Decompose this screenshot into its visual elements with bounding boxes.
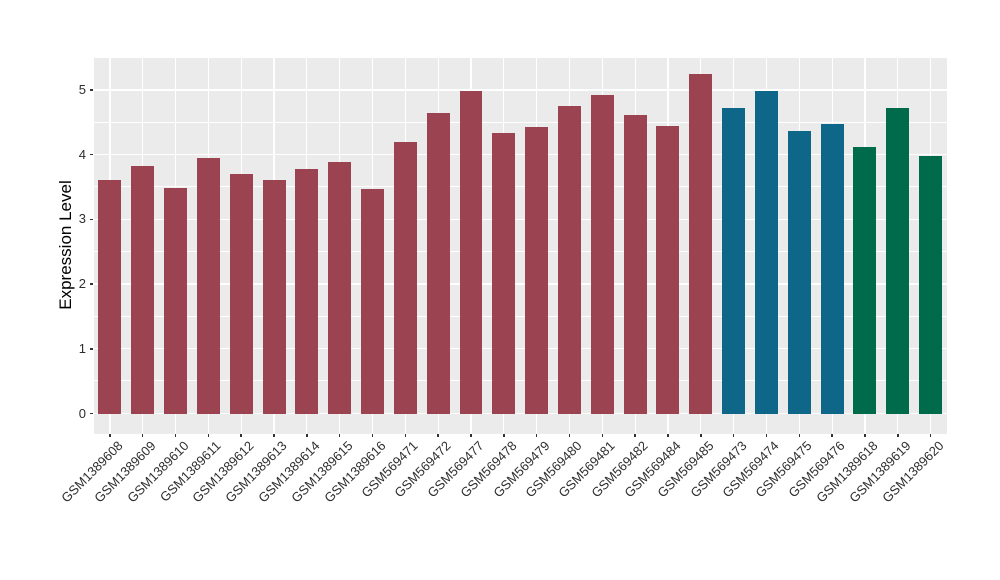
gridline-major [93,348,947,350]
gridline-major [93,283,947,285]
bar [558,106,581,414]
bar [787,130,811,414]
x-tick-mark [470,433,472,437]
bar [623,115,647,414]
bar [525,127,549,414]
bar [919,155,943,414]
bar [754,91,778,414]
bar [98,179,122,414]
y-tick-mark [90,89,93,91]
bar [196,158,220,414]
bar [393,141,417,414]
bar [689,73,713,414]
gridline-minor [93,380,947,382]
x-tick-mark [240,433,242,437]
x-tick-mark [732,433,735,437]
x-tick-mark [601,433,604,437]
gridline-minor [93,251,947,252]
x-tick-mark [535,433,538,437]
gridline-major [93,89,947,91]
x-tick-mark [929,433,932,437]
gridline-major [93,153,947,156]
bar [492,133,516,414]
x-tick-mark [798,433,801,437]
y-tick-label: 1 [78,340,86,356]
x-tick-mark [437,433,439,437]
x-tick-mark [338,433,341,437]
x-tick-mark [765,433,768,437]
x-tick-mark [109,433,111,437]
x-tick-mark [503,433,505,437]
x-tick-mark [141,433,144,437]
x-tick-mark [371,433,374,437]
x-tick-mark [634,433,636,437]
y-tick-mark [90,218,93,221]
y-tick-label: 2 [78,276,86,292]
gridline-major [93,218,947,221]
bar [820,124,844,414]
x-tick-mark [864,433,866,437]
y-tick-mark [90,153,93,156]
y-tick-label: 5 [78,81,86,97]
bar [459,91,483,414]
x-tick-mark [207,433,210,437]
x-tick-mark [700,433,702,437]
bar [328,161,352,414]
gridline-minor [93,186,947,187]
bar [853,146,877,414]
bar [295,169,319,414]
y-tick-mark [90,283,93,285]
gridline-minor [93,315,947,317]
y-tick-label: 4 [78,146,86,162]
bar [229,174,253,414]
gridline-minor [93,121,947,123]
bar [426,113,450,414]
y-tick-mark [90,412,93,415]
plot-panel [93,57,947,434]
x-tick-mark [306,433,308,437]
bar [164,188,188,414]
y-tick-label: 3 [78,211,86,227]
x-tick-mark [568,433,571,437]
bar [886,108,910,414]
y-tick-label: 0 [78,405,86,421]
gridline-major [93,412,947,415]
bar [262,179,286,414]
bar [722,108,746,414]
bar [590,95,614,414]
bar [361,188,384,414]
x-tick-mark [273,433,275,437]
bar [131,165,155,414]
y-tick-mark [90,348,93,350]
x-tick-mark [831,433,833,437]
bar [656,126,680,414]
x-tick-mark [897,433,899,437]
x-tick-mark [667,433,669,437]
x-tick-mark [404,433,407,437]
x-tick-mark [174,433,177,437]
